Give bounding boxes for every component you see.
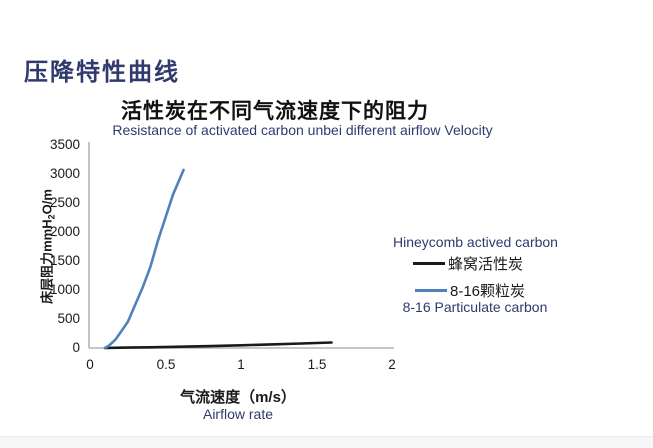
x-tick-label: 1 bbox=[237, 357, 245, 372]
y-tick-label: 2000 bbox=[49, 224, 80, 239]
series-honeycomb-carbon-line bbox=[103, 341, 333, 350]
x-tick-label: 0 bbox=[86, 357, 94, 372]
slide-title: 压降特性曲线 bbox=[24, 59, 180, 86]
legend-item-particulate: 8-16颗粒炭 bbox=[415, 282, 526, 300]
legend-line-swatch-blue bbox=[415, 288, 447, 292]
y-axis-title-text: 床层阻力mmH bbox=[39, 219, 55, 304]
y-tick-label: 3500 bbox=[49, 137, 80, 152]
x-tick-label: 1.5 bbox=[307, 357, 327, 372]
y-tick-label: 500 bbox=[57, 311, 80, 326]
chart-title: 活性炭在不同气流速度下的阻力 bbox=[121, 99, 429, 123]
footer-strip bbox=[0, 436, 653, 448]
y-axis-title-subscript: 2 bbox=[46, 214, 57, 220]
x-tick-label: 2 bbox=[388, 357, 396, 372]
y-tick-label: 1000 bbox=[49, 282, 80, 297]
legend-label: 8-16颗粒炭 bbox=[450, 282, 526, 300]
y-axis-title-unit: O/m bbox=[39, 189, 55, 215]
series-particulate-carbon-line bbox=[103, 168, 185, 350]
y-tick-label: 1500 bbox=[49, 253, 80, 268]
y-tick-label: 0 bbox=[72, 340, 80, 355]
legend-label: 蜂窝活性炭 bbox=[448, 255, 524, 273]
chart-subtitle-en: Resistance of activated carbon unbei dif… bbox=[112, 122, 493, 138]
legend-item-honeycomb: 蜂窝活性炭 bbox=[413, 255, 524, 273]
x-axis-title-en: Airflow rate bbox=[202, 406, 274, 422]
y-tick-label: 3000 bbox=[49, 166, 80, 181]
x-axis-title: 气流速度（m/s） bbox=[180, 389, 296, 406]
legend-footnote-en: 8-16 Particulate carbon bbox=[402, 299, 548, 315]
y-tick-label: 2500 bbox=[49, 195, 80, 210]
x-tick-label: 0.5 bbox=[156, 357, 176, 372]
y-axis-title: 床层阻力mmH2O/m bbox=[37, 147, 57, 347]
legend-heading-en: Hineycomb actived carbon bbox=[393, 234, 558, 250]
legend-line-swatch-black bbox=[413, 261, 445, 265]
